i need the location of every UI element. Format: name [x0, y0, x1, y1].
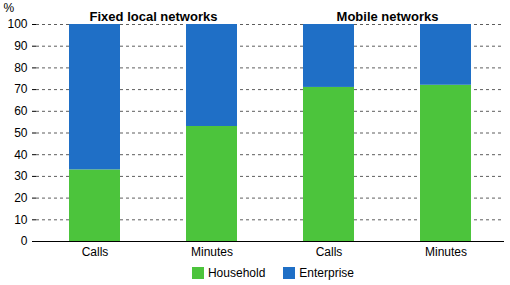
svg-text:Fixed local networks: Fixed local networks — [90, 9, 218, 24]
svg-text:0: 0 — [21, 234, 28, 248]
svg-text:90: 90 — [14, 39, 28, 53]
svg-text:70: 70 — [14, 82, 28, 96]
svg-text:100: 100 — [7, 17, 27, 31]
svg-text:20: 20 — [14, 191, 28, 205]
svg-text:%: % — [4, 1, 15, 15]
html-text:Household: Household — [208, 266, 266, 280]
svg-text:10: 10 — [14, 213, 28, 227]
svg-text:Minutes: Minutes — [425, 245, 467, 259]
svg-text:30: 30 — [14, 169, 28, 183]
svg-text:Mobile networks: Mobile networks — [337, 9, 439, 24]
svg-text:Calls: Calls — [82, 245, 109, 259]
svg-text:Minutes: Minutes — [191, 245, 233, 259]
svg-text:50: 50 — [14, 126, 28, 140]
svg-text:40: 40 — [14, 148, 28, 162]
svg-text:Calls: Calls — [316, 245, 343, 259]
html-text:Enterprise: Enterprise — [299, 266, 354, 280]
svg-text:60: 60 — [14, 104, 28, 118]
svg-text:80: 80 — [14, 61, 28, 75]
